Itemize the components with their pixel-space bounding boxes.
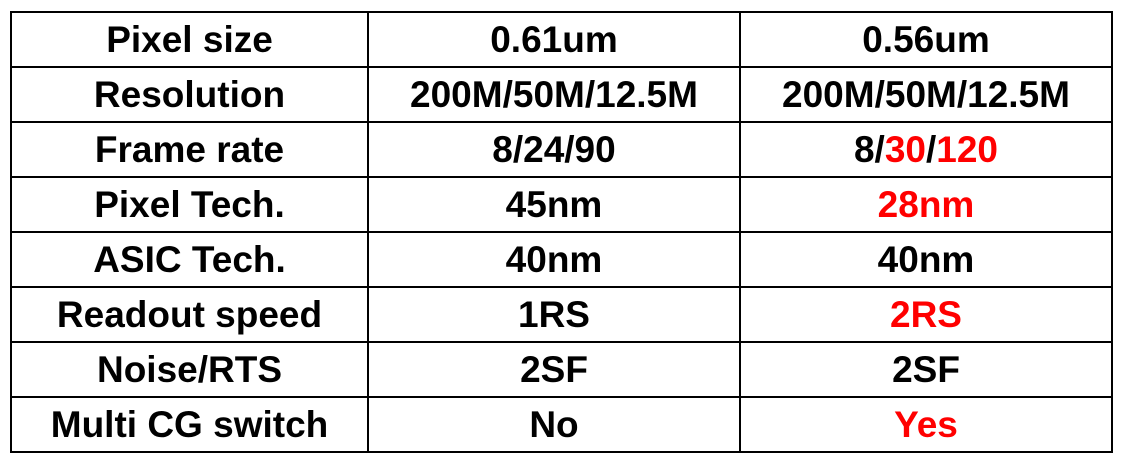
value-cell-col1: 200M/50M/12.5M bbox=[367, 66, 741, 123]
row-label: Resolution bbox=[10, 66, 369, 123]
table-row: Readout speed 1RS 2RS bbox=[10, 286, 1113, 343]
value-segment: 0.61um bbox=[490, 19, 618, 60]
value-segment: / bbox=[926, 129, 937, 170]
value-cell-col2: 2SF bbox=[739, 341, 1113, 398]
value-cell-col2: Yes bbox=[739, 396, 1113, 453]
row-label: Noise/RTS bbox=[10, 341, 369, 398]
value-cell-col1: 45nm bbox=[367, 176, 741, 233]
value-segment-highlight: 2RS bbox=[890, 294, 962, 335]
spec-comparison-table: Pixel size 0.61um 0.56um Resolution 200M… bbox=[10, 11, 1113, 453]
table-row: Pixel Tech. 45nm 28nm bbox=[10, 176, 1113, 233]
row-label: Multi CG switch bbox=[10, 396, 369, 453]
value-segment: 200M/50M/12.5M bbox=[410, 74, 698, 115]
value-cell-col1: No bbox=[367, 396, 741, 453]
value-cell-col1: 2SF bbox=[367, 341, 741, 398]
value-segment: 1RS bbox=[518, 294, 590, 335]
value-segment-highlight: 120 bbox=[936, 129, 999, 170]
value-segment-highlight: 30 bbox=[884, 129, 926, 170]
value-segment: 2SF bbox=[892, 349, 960, 390]
value-segment: 40nm bbox=[505, 239, 603, 280]
table-row: Pixel size 0.61um 0.56um bbox=[10, 11, 1113, 68]
value-cell-col2: 8/30/120 bbox=[739, 121, 1113, 178]
row-label: Frame rate bbox=[10, 121, 369, 178]
value-cell-col1: 40nm bbox=[367, 231, 741, 288]
row-label: Pixel Tech. bbox=[10, 176, 369, 233]
table-row: Noise/RTS 2SF 2SF bbox=[10, 341, 1113, 398]
value-segment: 200M/50M/12.5M bbox=[782, 74, 1070, 115]
row-label: ASIC Tech. bbox=[10, 231, 369, 288]
value-cell-col1: 8/24/90 bbox=[367, 121, 741, 178]
value-segment: 2SF bbox=[520, 349, 588, 390]
value-cell-col2: 40nm bbox=[739, 231, 1113, 288]
value-segment-highlight: 28nm bbox=[877, 184, 975, 225]
value-cell-col2: 0.56um bbox=[739, 11, 1113, 68]
value-cell-col2: 200M/50M/12.5M bbox=[739, 66, 1113, 123]
row-label: Readout speed bbox=[10, 286, 369, 343]
value-segment: 8/ bbox=[853, 129, 885, 170]
value-segment: 0.56um bbox=[862, 19, 990, 60]
value-segment-highlight: Yes bbox=[894, 404, 958, 445]
value-segment: No bbox=[529, 404, 579, 445]
value-segment: 8/24/90 bbox=[492, 129, 616, 170]
value-segment: 40nm bbox=[877, 239, 975, 280]
value-cell-col2: 28nm bbox=[739, 176, 1113, 233]
table-row: Frame rate 8/24/90 8/30/120 bbox=[10, 121, 1113, 178]
table-row: ASIC Tech. 40nm 40nm bbox=[10, 231, 1113, 288]
row-label: Pixel size bbox=[10, 11, 369, 68]
value-cell-col2: 2RS bbox=[739, 286, 1113, 343]
table-row: Multi CG switch No Yes bbox=[10, 396, 1113, 453]
value-segment: 45nm bbox=[505, 184, 603, 225]
table-row: Resolution 200M/50M/12.5M 200M/50M/12.5M bbox=[10, 66, 1113, 123]
value-cell-col1: 0.61um bbox=[367, 11, 741, 68]
spec-table-body: Pixel size 0.61um 0.56um Resolution 200M… bbox=[10, 11, 1113, 453]
value-cell-col1: 1RS bbox=[367, 286, 741, 343]
